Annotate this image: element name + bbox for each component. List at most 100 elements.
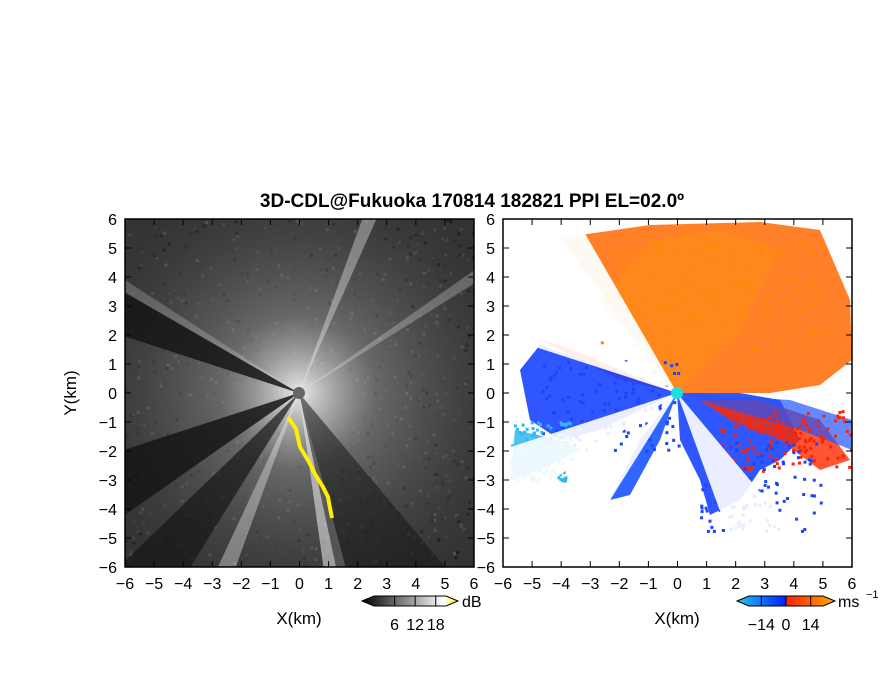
doppler-speckle-cell: [655, 302, 659, 306]
doppler-speckle-cell: [808, 462, 812, 466]
doppler-speckle-cell: [704, 353, 708, 357]
y-tick-label: 6: [108, 212, 117, 229]
doppler-origin-marker: [671, 387, 683, 399]
doppler-speckle-cell: [789, 326, 793, 330]
doppler-speckle-cell: [614, 390, 618, 394]
doppler-speckle-cell: [624, 392, 628, 396]
doppler-speckle-cell: [675, 362, 679, 366]
doppler-speckle-cell: [686, 320, 690, 324]
doppler-speckle-cell: [566, 411, 570, 415]
doppler-speckle-cell: [804, 424, 808, 428]
doppler-speckle-cell: [813, 494, 817, 498]
doppler-speckle-cell: [683, 273, 687, 277]
doppler-speckle-cell: [752, 427, 756, 431]
doppler-speckle-cell: [523, 430, 527, 434]
doppler-speckle-cell: [761, 469, 765, 473]
doppler-speckle-cell: [560, 425, 564, 429]
snr-ylabel: Y(km): [61, 370, 80, 415]
doppler-speckle-cell: [740, 331, 744, 335]
snr-beam: [299, 393, 346, 567]
doppler-speckle-cell: [598, 383, 602, 387]
y-tick-label: −4: [99, 502, 117, 519]
doppler-speckle-cell: [766, 485, 770, 489]
doppler-speckle-cell: [762, 467, 766, 471]
doppler-speckle-cell: [631, 387, 635, 391]
doppler-speckle-cell: [626, 263, 630, 267]
doppler-speckle-cell: [733, 458, 737, 462]
doppler-speckle-cell: [822, 414, 826, 418]
doppler-speckle-cell: [632, 382, 636, 386]
doppler-speckle-cell: [820, 440, 824, 444]
y-tick-label: 1: [486, 357, 495, 374]
doppler-speckle-cell: [693, 252, 697, 256]
doppler-speckle-cell: [630, 303, 634, 307]
doppler-speckle-cell: [749, 427, 753, 431]
doppler-speckle-cell: [615, 375, 619, 379]
doppler-speckle-cell: [763, 297, 767, 301]
doppler-speckle-cell: [757, 430, 761, 434]
doppler-speckle-cell: [813, 303, 817, 307]
doppler-blocked-sector: [677, 393, 824, 567]
y-tick-label: −3: [99, 473, 117, 490]
doppler-speckle-cell: [559, 421, 563, 425]
doppler-speckle-cell: [762, 417, 766, 421]
doppler-speckle-cell: [518, 431, 522, 435]
doppler-speckle-cell: [584, 366, 588, 370]
doppler-speckle-cell: [770, 447, 774, 451]
doppler-speckle-cell: [792, 451, 796, 455]
doppler-speckle-cell: [536, 421, 540, 425]
doppler-speckle-cell: [776, 252, 780, 256]
x-tick-label: 3: [760, 576, 769, 593]
y-tick-label: −1: [477, 415, 495, 432]
doppler-speckle-cell: [564, 476, 568, 480]
x-tick-label: −3: [203, 576, 221, 593]
doppler-speckle-cell: [819, 483, 823, 487]
doppler-speckle-cell: [652, 272, 656, 276]
doppler-speckle-cell: [810, 285, 814, 289]
doppler-speckle-cell: [744, 284, 748, 288]
doppler-speckle-cell: [770, 293, 774, 297]
doppler-speckle-cell: [783, 451, 787, 455]
doppler-speckle-cell: [648, 438, 652, 442]
doppler-speckle-cell: [772, 285, 776, 289]
doppler-speckle-cell: [785, 441, 789, 445]
doppler-speckle-cell: [760, 349, 764, 353]
doppler-speckle-cell: [816, 424, 820, 428]
doppler-speckle-cell: [555, 429, 559, 433]
doppler-speckle-cell: [670, 364, 674, 368]
doppler-speckle-cell: [559, 477, 563, 481]
doppler-speckle-cell: [828, 330, 832, 334]
doppler-speckle-cell: [833, 419, 837, 423]
doppler-speckle-cell: [811, 252, 815, 256]
doppler-speckle-cell: [774, 457, 778, 461]
doppler-speckle-cell: [622, 429, 626, 433]
doppler-speckle-cell: [615, 247, 619, 251]
doppler-speckle-cell: [768, 416, 772, 420]
doppler-speckle-cell: [626, 253, 630, 257]
doppler-speckle-cell: [799, 431, 803, 435]
doppler-speckle-cell: [672, 248, 676, 252]
doppler-speckle-cell: [525, 427, 529, 431]
doppler-speckle-cell: [712, 529, 716, 533]
doppler-speckle-cell: [797, 461, 801, 465]
doppler-speckle-cell: [746, 457, 750, 461]
doppler-speckle-cell: [658, 403, 662, 407]
doppler-speckle-cell: [800, 529, 804, 533]
doppler-speckle-cell: [754, 452, 758, 456]
doppler-speckle-cell: [793, 288, 797, 292]
doppler-speckle-cell: [777, 340, 781, 344]
doppler-speckle-cell: [547, 394, 551, 398]
doppler-speckle-cell: [624, 395, 628, 399]
doppler-speckle-cell: [775, 481, 779, 485]
doppler-speckle-cell: [591, 411, 595, 415]
doppler-speckle-cell: [546, 424, 550, 428]
doppler-speckle-cell: [748, 467, 752, 471]
doppler-speckle-cell: [737, 443, 741, 447]
doppler-blocked-sector: [508, 393, 677, 567]
doppler-speckle-cell: [764, 480, 768, 484]
doppler-speckle-cell: [700, 504, 704, 508]
doppler-speckle-cell: [810, 332, 814, 336]
doppler-speckle-cell: [741, 311, 745, 315]
y-tick-label: 0: [108, 386, 117, 403]
doppler-speckle-cell: [849, 448, 852, 452]
